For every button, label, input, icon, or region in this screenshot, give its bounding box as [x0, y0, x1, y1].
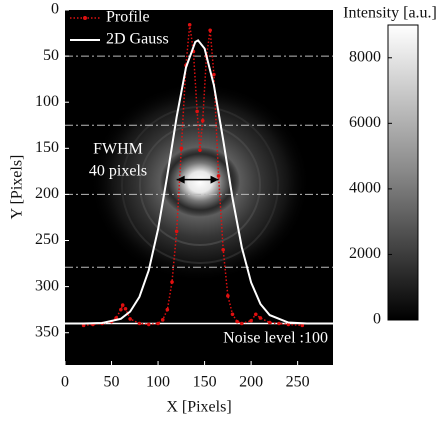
profile-point [179, 146, 184, 151]
profile-point [258, 316, 263, 320]
ring [121, 106, 279, 264]
profile-point [123, 306, 128, 311]
profile-point [300, 323, 305, 328]
x-axis-label: X [Pixels] [166, 399, 231, 416]
annotation: FWHM [93, 141, 143, 158]
legend-label: 2D Gauss [106, 31, 169, 48]
profile-point [195, 109, 199, 114]
x-tick-label: 200 [239, 374, 263, 391]
profile-point [146, 322, 151, 327]
profile-point [230, 312, 235, 317]
y-tick-label: 200 [35, 185, 59, 202]
annotation: 40 pixels [89, 163, 147, 180]
y-tick-label: 300 [35, 277, 59, 294]
y-tick-label: 250 [35, 231, 59, 248]
colorbar-tick-label: 0 [373, 311, 381, 328]
x-tick-label: 100 [146, 374, 170, 391]
legend-marker [83, 16, 87, 20]
profile-point [240, 321, 244, 326]
profile-point [174, 229, 179, 234]
profile-point [249, 318, 253, 323]
profile-point [200, 118, 205, 123]
colorbar-tick-label: 6000 [349, 114, 381, 131]
profile-point [216, 174, 221, 178]
image-content [90, 82, 310, 282]
y-tick-label: 50 [43, 47, 59, 64]
profile-point [212, 72, 216, 77]
x-tick-label: 50 [104, 374, 120, 391]
gauss-line [65, 39, 333, 325]
y-tick-label: 350 [35, 323, 59, 340]
y-tick-label: 100 [35, 93, 59, 110]
profile-point [128, 317, 132, 321]
profile-point [235, 319, 239, 324]
profile-point [208, 28, 212, 33]
colorbar-label: Intensity [a.u.] [343, 5, 437, 22]
profile-point [277, 321, 281, 326]
profile-point [137, 321, 142, 326]
colorbar-tick-label: 8000 [349, 48, 381, 65]
profile-point [170, 280, 174, 284]
arrow-head [176, 175, 185, 184]
y-tick-label: 0 [51, 1, 59, 18]
x-tick-label: 0 [61, 374, 69, 391]
colorbar [387, 24, 419, 321]
colorbar-tick-label: 4000 [349, 180, 381, 197]
arrow-head [210, 175, 219, 184]
profile-point [267, 320, 272, 325]
profile-point [160, 318, 165, 322]
profile-point [120, 303, 125, 307]
x-tick-label: 250 [286, 374, 310, 391]
profile-point [221, 247, 225, 252]
profile-point [156, 321, 160, 326]
profile-point [119, 307, 123, 312]
profile-point [253, 312, 258, 317]
legend-label: Profile [106, 9, 150, 26]
x-tick-label: 150 [193, 374, 217, 391]
annotation: Noise level :100 [223, 330, 328, 347]
profile-point [187, 22, 192, 27]
y-tick-label: 150 [35, 139, 59, 156]
profile-point [165, 307, 170, 312]
beam-spot [160, 147, 240, 217]
colorbar-tick-label: 2000 [349, 245, 381, 262]
profile-point [198, 148, 202, 152]
profile-point [226, 294, 230, 298]
y-axis-label: Y [Pixels] [9, 155, 26, 220]
